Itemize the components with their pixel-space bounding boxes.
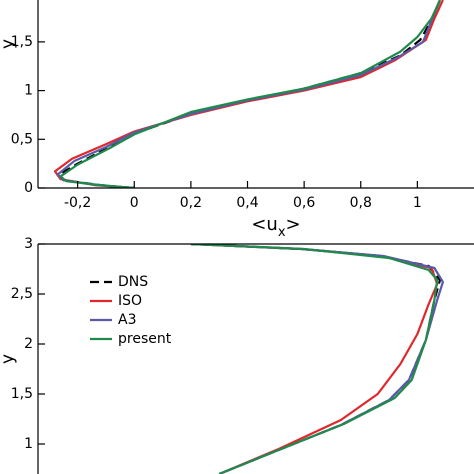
series-line [53, 0, 444, 188]
y-tick-label: 2 [24, 336, 33, 352]
series-line [190, 244, 439, 474]
series-line [56, 0, 442, 188]
x-tick-label: 0 [130, 195, 139, 211]
y-axis-label: y [0, 39, 18, 49]
legend-label: DNS [118, 274, 148, 290]
plot-area [190, 244, 444, 474]
x-axis-label-part: x [278, 225, 286, 240]
y-tick-label: 1 [24, 436, 33, 452]
legend-label: A3 [118, 312, 136, 328]
x-tick-label: 0,8 [350, 195, 372, 211]
x-axis-label-part: <u [251, 214, 278, 235]
x-tick-label: -0,2 [64, 195, 91, 211]
legend-label: ISO [118, 293, 142, 309]
legend: DNS ISO A3 present [90, 274, 172, 347]
legend-label: present [118, 331, 172, 347]
plot-area [53, 0, 444, 188]
y-tick-label: 1,5 [11, 386, 33, 402]
panel: 0 0,5 1 1,5 -0,2 0 0,2 0,4 0,6 0,8 1 y <ux> [0, 0, 474, 240]
series-line [59, 0, 441, 188]
x-axis-label-part: > [286, 214, 301, 235]
y-tick-label: 2,5 [11, 286, 33, 302]
y-tick-label: 3 [24, 236, 33, 252]
series-line [190, 244, 444, 474]
series-line [190, 244, 439, 474]
x-tick-label: 0,6 [293, 195, 315, 211]
x-tick-label: 0,4 [236, 195, 258, 211]
x-tick-label: 0,2 [180, 195, 202, 211]
series-line [56, 0, 442, 188]
panel: 1 1,5 2 2,5 3 y DNS ISO A3 present [0, 236, 474, 474]
x-axis-label: <ux> [251, 214, 300, 240]
y-tick-label: 1,5 [11, 34, 33, 50]
y-axis-label: y [0, 354, 18, 364]
y-tick-label: 0,5 [11, 131, 33, 147]
x-tick-label: 1 [413, 195, 422, 211]
y-tick-label: 1 [24, 83, 33, 99]
y-tick-label: 0 [24, 180, 33, 196]
